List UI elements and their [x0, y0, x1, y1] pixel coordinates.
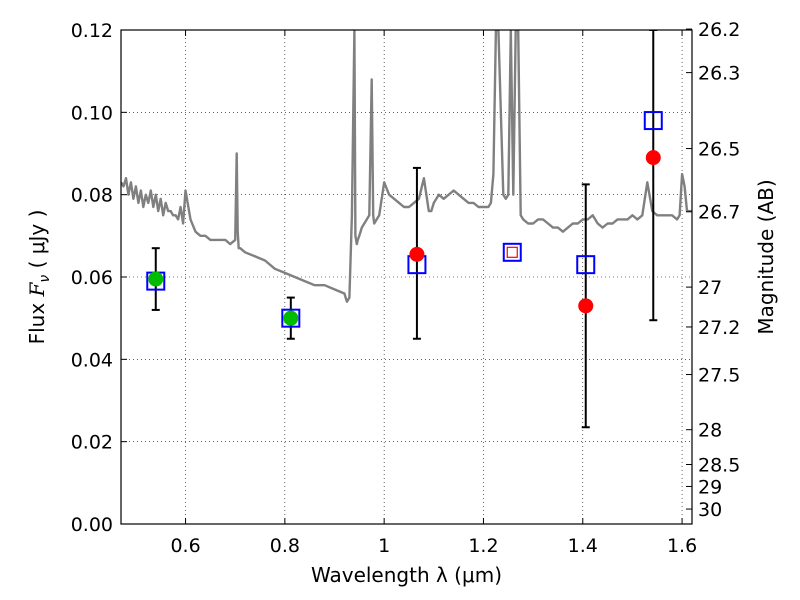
y2-tick-label: 26.7 — [698, 202, 740, 224]
y-tick-label: 0.10 — [71, 102, 113, 124]
y-label-subscript: ν — [37, 275, 53, 283]
y2-tick-label: 27 — [698, 277, 722, 299]
green-point-marker — [283, 310, 299, 326]
y-axis-label: Flux Fν ( μJy ) — [25, 210, 53, 345]
x-tick-label: 0.8 — [270, 535, 300, 557]
y2-axis-label: Magnitude (AB) — [754, 179, 778, 334]
y2-tick-label: 28 — [698, 420, 722, 442]
y2-tick-label: 26.5 — [698, 139, 740, 161]
green-point-marker — [148, 271, 164, 287]
observed-square-marker — [643, 111, 663, 131]
y2-tick-label: 29 — [698, 476, 722, 498]
y-label-suffix: ( μJy ) — [25, 210, 49, 275]
y-label-prefix: Flux — [25, 296, 49, 344]
y2-tick-label: 26.2 — [698, 19, 740, 41]
x-tick-label: 1 — [378, 535, 390, 557]
y2-tick-label: 30 — [698, 499, 722, 521]
red-point-marker — [578, 298, 594, 314]
y-tick-label: 0.08 — [71, 185, 113, 207]
observed-square-marker — [576, 255, 596, 275]
red-point-marker — [409, 246, 425, 262]
x-tick-label: 1.4 — [568, 535, 598, 557]
y-tick-label: 0.04 — [71, 349, 113, 371]
y2-tick-label: 27.5 — [698, 365, 740, 387]
observed-square-marker — [281, 308, 301, 328]
observed-square-marker — [502, 242, 522, 262]
y-tick-label: 0.00 — [71, 514, 113, 536]
y2-tick-label: 27.2 — [698, 317, 740, 339]
x-tick-label: 1.2 — [468, 535, 498, 557]
grid — [121, 29, 692, 525]
x-tick-label: 1.6 — [667, 535, 697, 557]
y-label-symbol: F — [25, 281, 49, 297]
red-square-marker — [506, 246, 518, 258]
plot-area — [121, 30, 692, 429]
y-tick-label: 0.02 — [71, 432, 113, 454]
y-tick-label: 0.12 — [71, 20, 113, 42]
red-point-marker — [645, 150, 661, 166]
plot-frame — [120, 29, 693, 525]
model-spectrum-line — [121, 30, 692, 303]
x-tick-label: 0.6 — [170, 535, 200, 557]
y2-tick-label: 26.3 — [698, 63, 740, 85]
y2-tick-label: 28.5 — [698, 454, 740, 476]
ticks: 0.6 0.8 1 1.2 1.4 1.6 0.00 0.02 0.04 0.06 0.08 0.10… — [71, 19, 741, 557]
y-tick-label: 0.06 — [71, 267, 113, 289]
x-axis-label: Wavelength λ (μm) — [311, 563, 502, 587]
